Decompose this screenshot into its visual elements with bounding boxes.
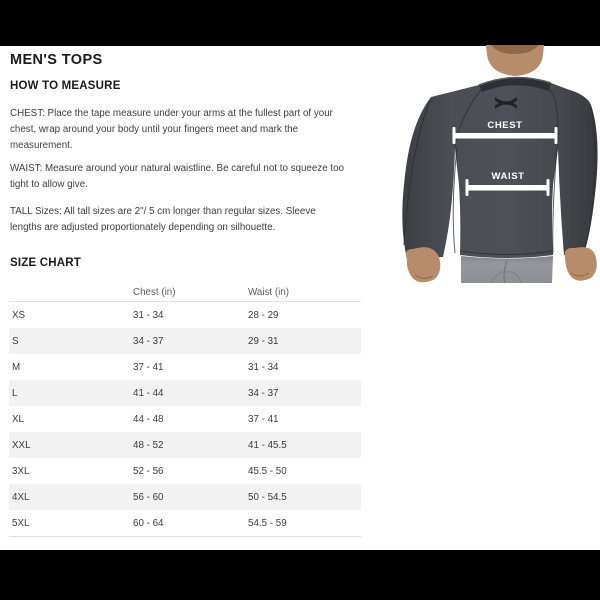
header-chest-column: Chest (in) bbox=[133, 286, 176, 298]
cell-waist: 28 - 29 bbox=[248, 309, 279, 321]
size-chart-body: XS 31 - 34 28 - 29 S 34 - 37 29 - 31 M 37 - 41 3… bbox=[9, 302, 361, 537]
table-row: 4XL 56 - 60 50 - 54.5 bbox=[9, 484, 361, 510]
neck-skin bbox=[486, 45, 544, 76]
shirt-collar bbox=[479, 77, 551, 92]
cell-waist: 50 - 54.5 bbox=[248, 491, 287, 503]
hands-skin bbox=[405, 247, 597, 283]
cell-chest: 41 - 44 bbox=[133, 387, 164, 399]
cell-chest: 44 - 48 bbox=[133, 413, 164, 425]
bottom-black-bar bbox=[0, 550, 600, 600]
cell-size: 4XL bbox=[12, 491, 30, 503]
waist-marker: WAIST bbox=[465, 171, 550, 196]
cell-waist: 37 - 41 bbox=[248, 413, 279, 425]
table-row: L 41 - 44 34 - 37 bbox=[9, 380, 361, 406]
tall-sizes-note: TALL Sizes: All tall sizes are 2"/ 5 cm … bbox=[10, 206, 316, 233]
table-row: 3XL 52 - 56 45.5 - 50 bbox=[9, 458, 361, 484]
brand-logo-icon bbox=[495, 97, 517, 109]
table-row: XS 31 - 34 28 - 29 bbox=[9, 302, 361, 328]
table-header-row: Chest (in) Waist (in) bbox=[9, 283, 361, 302]
measurement-figure-image: CHEST WAIST bbox=[395, 45, 600, 285]
table-row: S 34 - 37 29 - 31 bbox=[9, 328, 361, 354]
cell-waist: 34 - 37 bbox=[248, 387, 279, 399]
cell-size: 3XL bbox=[12, 465, 30, 477]
cell-size: L bbox=[12, 387, 18, 399]
cell-chest: 37 - 41 bbox=[133, 361, 164, 373]
cell-waist: 41 - 45.5 bbox=[248, 439, 287, 451]
compression-shirt bbox=[402, 77, 598, 259]
cell-waist: 29 - 31 bbox=[248, 335, 279, 347]
size-chart-heading: SIZE CHART bbox=[10, 257, 81, 269]
cell-size: XL bbox=[12, 413, 24, 425]
cell-chest: 34 - 37 bbox=[133, 335, 164, 347]
shorts bbox=[461, 256, 553, 284]
cell-size: M bbox=[12, 361, 21, 373]
table-row: XXL 48 - 52 41 - 45.5 bbox=[9, 432, 361, 458]
chest-instructions: CHEST: Place the tape measure under your… bbox=[10, 108, 333, 151]
chest-marker: CHEST bbox=[452, 120, 558, 144]
top-black-bar bbox=[0, 0, 600, 46]
cell-size: 5XL bbox=[12, 517, 30, 529]
cell-chest: 52 - 56 bbox=[133, 465, 164, 477]
cell-waist: 45.5 - 50 bbox=[248, 465, 287, 477]
cell-size: XS bbox=[12, 309, 26, 321]
table-row: M 37 - 41 31 - 34 bbox=[9, 354, 361, 380]
waist-marker-label: WAIST bbox=[491, 171, 524, 182]
male-torso-illustration: CHEST WAIST bbox=[402, 45, 598, 284]
cell-chest: 48 - 52 bbox=[133, 439, 164, 451]
cell-chest: 56 - 60 bbox=[133, 491, 164, 503]
cell-waist: 54.5 - 59 bbox=[248, 517, 287, 529]
cell-chest: 60 - 64 bbox=[133, 517, 164, 529]
waist-instructions: WAIST: Measure around your natural waist… bbox=[10, 163, 344, 190]
cell-chest: 31 - 34 bbox=[133, 309, 164, 321]
header-waist-column: Waist (in) bbox=[248, 286, 290, 298]
how-to-measure-heading: HOW TO MEASURE bbox=[10, 80, 121, 92]
chest-marker-label: CHEST bbox=[487, 120, 522, 131]
size-chart-table: Chest (in) Waist (in) XS 31 - 34 28 - 29 S 3… bbox=[9, 283, 361, 537]
cell-size: S bbox=[12, 335, 19, 347]
cell-size: XXL bbox=[12, 439, 31, 451]
page-title: MEN'S TOPS bbox=[10, 52, 103, 68]
shirt-seams bbox=[403, 86, 596, 255]
table-row: XL 44 - 48 37 - 41 bbox=[9, 406, 361, 432]
cell-waist: 31 - 34 bbox=[248, 361, 279, 373]
table-row: 5XL 60 - 64 54.5 - 59 bbox=[9, 510, 361, 536]
